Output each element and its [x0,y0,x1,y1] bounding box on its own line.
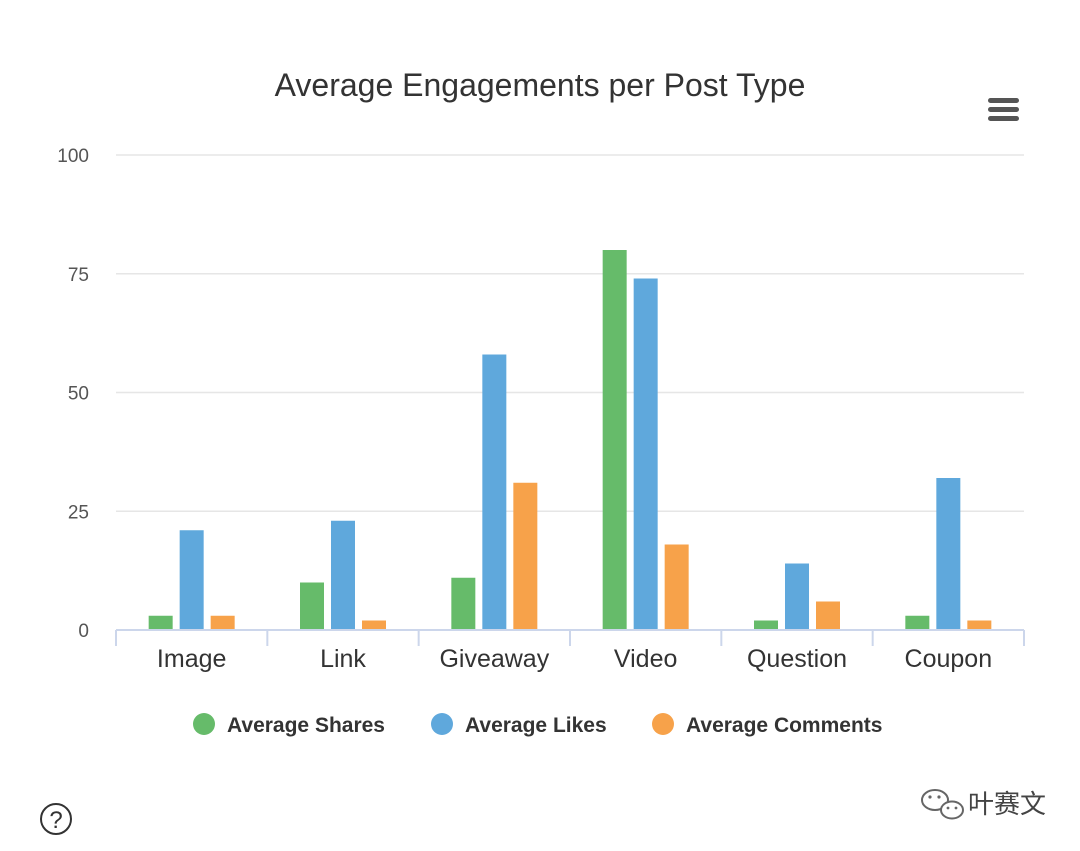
help-symbol: ? [49,807,62,834]
bar [905,615,930,630]
bar [967,620,992,630]
y-tick-label: 75 [68,265,89,286]
legend-item[interactable]: Average Shares [193,713,385,737]
wechat-logo-icon [921,789,964,820]
watermark-text: 叶赛文 [968,790,1046,820]
chart-title: Average Engagements per Post Type [275,67,806,103]
bar [148,615,173,630]
question-mark-icon [40,803,72,835]
legend-item[interactable]: Average Comments [652,713,882,737]
bar [482,354,507,630]
help-button[interactable]: ? [40,803,72,835]
bar [602,250,627,630]
x-tick-label: Link [320,645,366,673]
x-tick-label: Video [614,645,678,673]
x-tick-label: Question [747,645,847,673]
legend-item[interactable]: Average Likes [431,713,607,737]
y-tick-label: 0 [78,621,89,642]
legend: Average Shares Average Likes Average Comme… [193,713,882,737]
bar [300,582,324,630]
bar [754,620,778,630]
bars [148,250,992,630]
legend-label: Average Likes [465,714,607,737]
bar [210,615,235,630]
bar [936,478,961,630]
x-axis: Image Link Giveaway Video Question Coupon [115,629,1025,673]
context-menu-button[interactable] [984,92,1024,128]
y-tick-label: 50 [68,384,89,405]
bar [785,563,809,630]
y-tick-label: 100 [57,146,89,167]
bar [451,577,476,630]
legend-marker [652,713,674,735]
legend-marker [431,713,453,735]
bar [331,520,355,630]
watermark: 叶赛文 [921,789,1046,820]
x-tick-label: Giveaway [439,645,549,673]
legend-marker [193,713,215,735]
y-tick-label: 25 [68,502,89,523]
x-tick-label: Coupon [905,645,993,673]
bar [179,530,204,630]
bar [513,482,538,630]
legend-label: Average Shares [227,714,385,737]
legend-label: Average Comments [686,714,882,737]
bar [816,601,840,630]
y-axis-ticks: 0 25 50 75 100 [57,146,89,642]
bar [362,620,386,630]
gridlines [116,154,1024,512]
bar [664,544,689,630]
bar [633,278,658,630]
hamburger-menu-icon [988,98,1019,121]
x-tick-label: Image [157,645,226,673]
